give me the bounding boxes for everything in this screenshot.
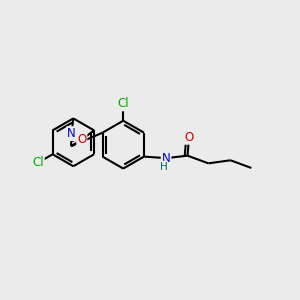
Text: O: O [184,131,194,144]
Text: Cl: Cl [32,156,44,169]
Text: N: N [162,152,170,165]
Text: Cl: Cl [117,97,129,110]
Text: N: N [67,127,76,140]
Text: H: H [160,162,167,172]
Text: O: O [77,133,86,146]
